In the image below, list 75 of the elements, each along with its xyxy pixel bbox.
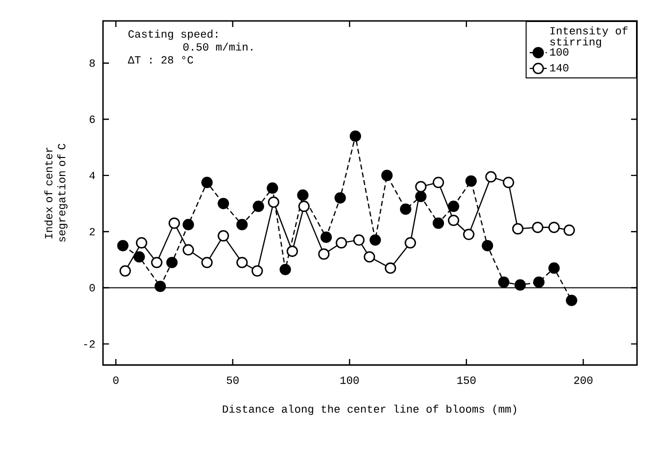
point (432, 176, 444, 188)
point (168, 218, 180, 229)
point (117, 240, 129, 252)
point (201, 176, 213, 188)
annotation: ΔT : 28 °C (128, 56, 194, 64)
point (236, 256, 248, 268)
x-axis-title: Distance along the center line of blooms (mm) (222, 404, 516, 415)
point (136, 237, 148, 249)
legend-label: 100 (550, 48, 568, 56)
point (218, 198, 230, 210)
y-tick-label: 4 (89, 172, 95, 180)
legend-label: 140 (550, 64, 568, 72)
point (463, 228, 474, 240)
point (334, 192, 346, 204)
point (252, 200, 264, 212)
point (298, 200, 310, 212)
point (364, 251, 376, 263)
point (404, 237, 416, 249)
annotation: 0.50 m/min. (183, 42, 252, 51)
point (120, 265, 131, 277)
point (336, 237, 348, 249)
point (182, 218, 194, 230)
point (512, 223, 524, 234)
point (415, 180, 427, 192)
point (566, 294, 578, 306)
point (134, 251, 145, 263)
point (448, 200, 460, 212)
point (548, 222, 560, 234)
point (415, 190, 427, 202)
point (400, 203, 412, 215)
annotation: Casting speed: (128, 30, 218, 40)
x-tick-label: 50 (226, 376, 239, 384)
point (514, 279, 526, 291)
point (268, 196, 280, 208)
point (266, 182, 278, 194)
point (485, 171, 497, 183)
y-tick-label: 6 (90, 116, 95, 123)
point (182, 244, 194, 256)
y-axis-title: Index of center segregation of C (44, 144, 68, 242)
point (370, 234, 381, 246)
point (548, 262, 560, 274)
point (482, 240, 494, 252)
point (166, 256, 178, 268)
point (448, 214, 460, 226)
point (432, 218, 444, 229)
point (498, 276, 510, 288)
point (465, 175, 477, 187)
point (502, 176, 514, 188)
point (381, 170, 393, 182)
point (384, 262, 396, 274)
point (564, 224, 575, 236)
y-tick-label: 8 (90, 59, 95, 67)
point (533, 276, 545, 288)
y-tick-label: -2 (84, 340, 95, 348)
point (286, 246, 298, 257)
point (151, 256, 162, 268)
point (297, 189, 308, 201)
legend-title: Intensity of stirring (550, 26, 628, 48)
point (353, 234, 365, 246)
point (252, 265, 263, 277)
point (154, 280, 166, 292)
point (280, 264, 291, 276)
point (532, 222, 544, 234)
point (320, 232, 332, 243)
point (318, 248, 330, 260)
x-tick-label: 100 (340, 376, 359, 384)
y-tick-label: 0 (90, 284, 95, 292)
x-tick-label: 200 (574, 376, 592, 384)
point (350, 130, 362, 142)
point (218, 230, 230, 242)
x-tick-label: 150 (457, 376, 476, 384)
x-tick-label: 0 (113, 376, 118, 384)
point (236, 218, 248, 230)
y-tick-label: 2 (90, 228, 95, 236)
point (201, 256, 213, 268)
